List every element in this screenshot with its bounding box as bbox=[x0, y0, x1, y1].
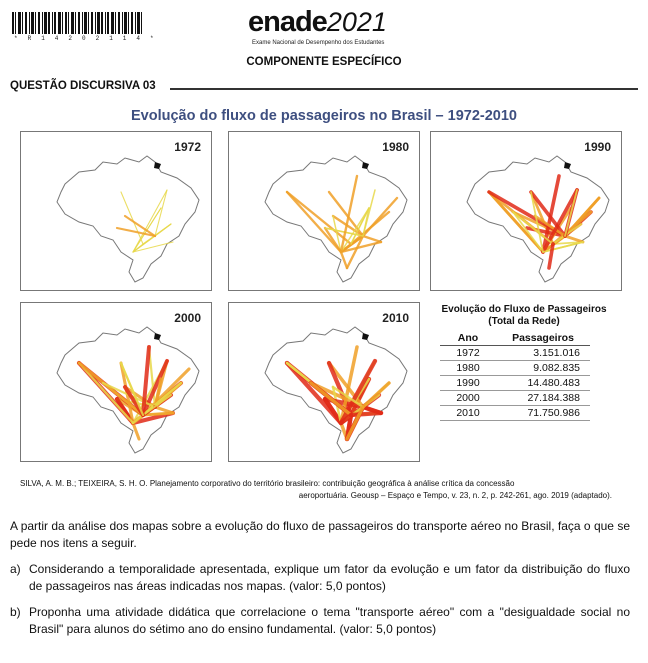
header-divider bbox=[170, 88, 638, 90]
question-item-b: b) Proponha uma atividade didática que c… bbox=[10, 604, 630, 638]
cell-year: 1972 bbox=[440, 345, 496, 361]
table-row: 1972 3.151.016 bbox=[440, 345, 590, 361]
question-intro: A partir da análise dos mapas sobre a ev… bbox=[10, 519, 630, 550]
table-title: Evolução do Fluxo de Passageiros (Total … bbox=[432, 304, 616, 328]
brazil-map-image bbox=[56, 326, 200, 454]
item-letter: a) bbox=[10, 562, 21, 576]
barcode bbox=[12, 12, 142, 34]
cell-year: 2000 bbox=[440, 390, 496, 406]
cell-passengers: 3.151.016 bbox=[496, 345, 590, 361]
map-year: 1972 bbox=[174, 140, 201, 154]
cell-year: 2010 bbox=[440, 405, 496, 421]
map-panel-1990: 1990 bbox=[430, 131, 622, 291]
source-line-2: aeroportuária. Geousp – Espaço e Tempo, … bbox=[298, 491, 612, 500]
map-panel-1972: 1972 bbox=[20, 131, 212, 291]
brazil-map-image bbox=[56, 155, 200, 283]
map-year: 1980 bbox=[382, 140, 409, 154]
barcode-number: * R 1 4 2 0 2 1 1 4 * bbox=[14, 35, 157, 42]
map-panel-2000: 2000 bbox=[20, 302, 212, 462]
logo-year: 2021 bbox=[326, 7, 387, 37]
cell-passengers: 71.750.986 bbox=[496, 405, 590, 421]
logo-subtitle: Exame Nacional de Desempenho dos Estudan… bbox=[252, 40, 385, 46]
question-label: QUESTÃO DISCURSIVA 03 bbox=[10, 80, 156, 92]
brazil-map-image bbox=[466, 155, 610, 283]
brazil-map-image bbox=[264, 326, 408, 454]
map-year: 2010 bbox=[382, 311, 409, 325]
logo-main: enade bbox=[248, 6, 328, 38]
cell-passengers: 14.480.483 bbox=[496, 375, 590, 391]
component-title: COMPONENTE ESPECÍFICO bbox=[246, 56, 402, 68]
table-title-line2: (Total da Rede) bbox=[488, 316, 560, 327]
column-header-passengers: Passageiros bbox=[496, 331, 590, 346]
map-year: 1990 bbox=[584, 140, 611, 154]
passenger-table-block: Evolução do Fluxo de Passageiros (Total … bbox=[432, 304, 616, 421]
cell-year: 1980 bbox=[440, 360, 496, 376]
cell-passengers: 9.082.835 bbox=[496, 360, 590, 376]
column-header-year: Ano bbox=[440, 331, 496, 346]
table-row: 2000 27.184.388 bbox=[440, 390, 590, 406]
map-year: 2000 bbox=[174, 311, 201, 325]
enade-logo: enade2021 bbox=[248, 6, 387, 39]
cell-passengers: 27.184.388 bbox=[496, 390, 590, 406]
table-row: 1980 9.082.835 bbox=[440, 360, 590, 376]
item-text: Proponha uma atividade didática que corr… bbox=[29, 605, 630, 636]
figure-title: Evolução do fluxo de passageiros no Bras… bbox=[130, 108, 517, 124]
question-item-a: a) Considerando a temporalidade apresent… bbox=[10, 561, 630, 595]
table-row: 2010 71.750.986 bbox=[440, 405, 590, 421]
brazil-map-image bbox=[264, 155, 408, 283]
item-letter: b) bbox=[10, 605, 21, 619]
cell-year: 1990 bbox=[440, 375, 496, 391]
passenger-table: Ano Passageiros 1972 3.151.016 1980 9.082.… bbox=[440, 331, 590, 421]
map-panel-2010: 2010 bbox=[228, 302, 420, 462]
source-line-1: SILVA, A. M. B.; TEIXEIRA, S. H. O. Plan… bbox=[20, 479, 515, 488]
source-citation: SILVA, A. M. B.; TEIXEIRA, S. H. O. Plan… bbox=[20, 478, 630, 502]
table-title-line1: Evolução do Fluxo de Passageiros bbox=[441, 304, 607, 315]
item-text: Considerando a temporalidade apresentada… bbox=[29, 562, 630, 593]
map-panel-1980: 1980 bbox=[228, 131, 420, 291]
table-row: 1990 14.480.483 bbox=[440, 375, 590, 391]
